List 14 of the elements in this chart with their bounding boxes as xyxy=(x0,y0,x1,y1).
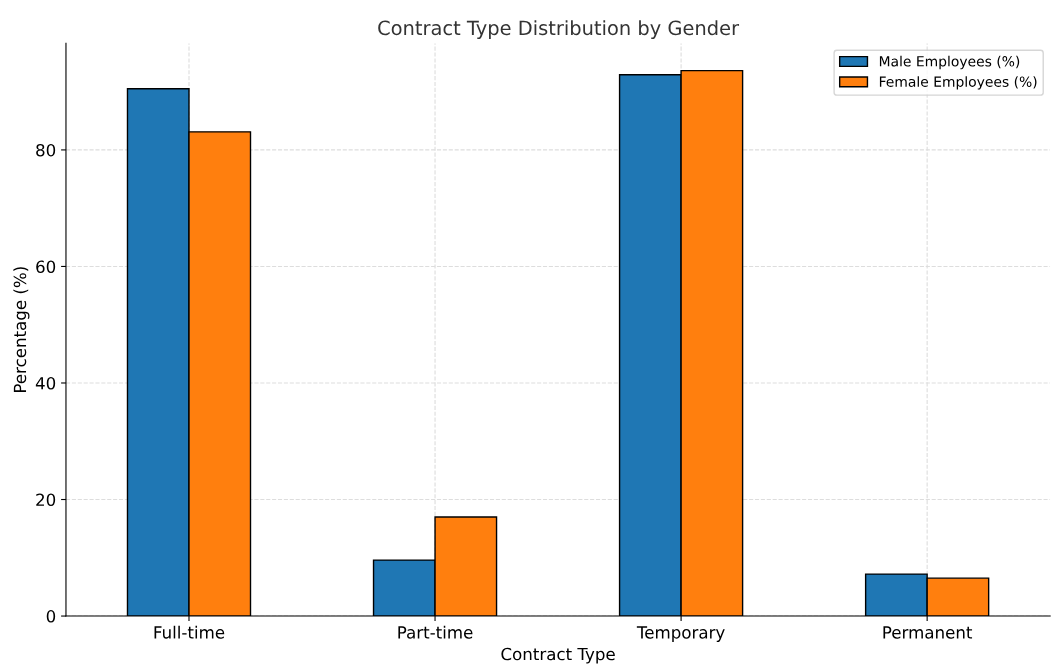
x-tick-label: Full-time xyxy=(154,625,225,639)
x-axis-title: Contract Type xyxy=(501,647,615,664)
x-tick-label: Temporary xyxy=(636,626,725,642)
y-axis-title: Percentage (%) xyxy=(13,267,30,392)
chart-title: Contract Type Distribution by Gender xyxy=(378,20,740,39)
x-tick-label: Part-time xyxy=(398,625,473,639)
x-tick-label: Permanent xyxy=(883,626,973,639)
y-tick-label: 40 xyxy=(35,376,56,390)
y-tick-label: 0 xyxy=(46,610,56,623)
legend-label: Female Employees (%) xyxy=(879,76,1037,90)
y-tick-label: 80 xyxy=(36,143,56,157)
legend-label: Male Employees (%) xyxy=(879,55,1020,70)
y-tick-label: 60 xyxy=(36,260,56,274)
y-tick-label: 20 xyxy=(36,493,56,507)
